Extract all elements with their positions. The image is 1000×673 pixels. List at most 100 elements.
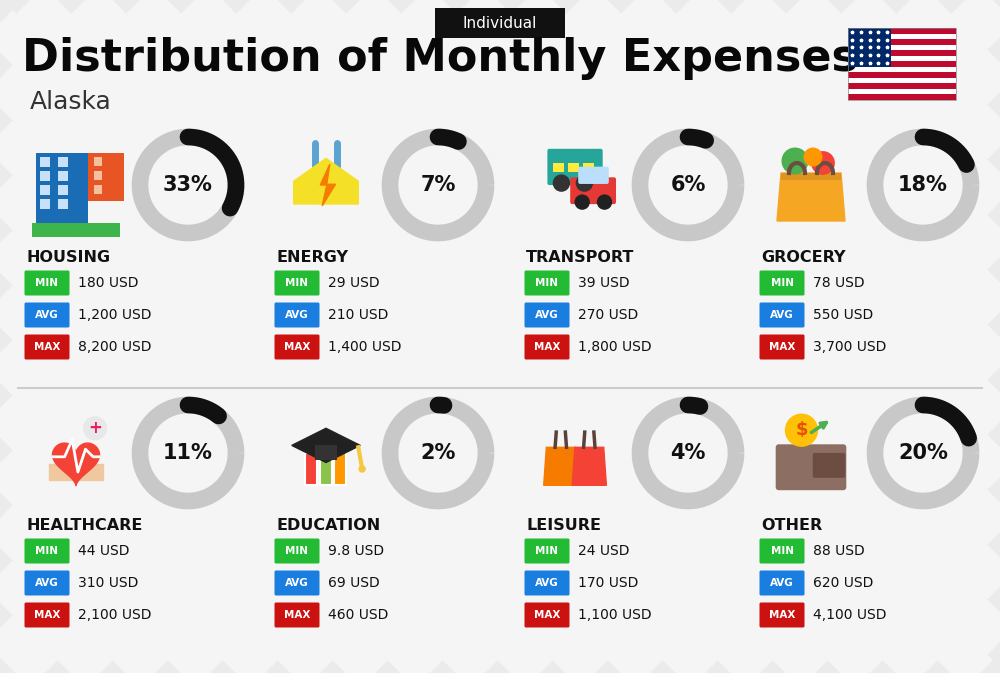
Text: 11%: 11% xyxy=(163,443,213,463)
FancyBboxPatch shape xyxy=(40,185,50,195)
Text: MIN: MIN xyxy=(536,546,558,556)
FancyBboxPatch shape xyxy=(274,271,320,295)
FancyBboxPatch shape xyxy=(524,271,570,295)
Text: 3,700 USD: 3,700 USD xyxy=(813,340,886,354)
FancyBboxPatch shape xyxy=(848,28,956,34)
FancyBboxPatch shape xyxy=(760,271,804,295)
Text: 9.8 USD: 9.8 USD xyxy=(328,544,384,558)
FancyBboxPatch shape xyxy=(36,153,88,225)
Polygon shape xyxy=(777,173,845,221)
FancyBboxPatch shape xyxy=(848,44,956,50)
FancyBboxPatch shape xyxy=(524,302,570,328)
Text: 20%: 20% xyxy=(898,443,948,463)
FancyBboxPatch shape xyxy=(58,157,68,167)
FancyBboxPatch shape xyxy=(583,163,594,172)
FancyBboxPatch shape xyxy=(40,171,50,181)
Circle shape xyxy=(359,466,365,472)
FancyBboxPatch shape xyxy=(40,199,50,209)
FancyBboxPatch shape xyxy=(848,34,956,39)
Text: 170 USD: 170 USD xyxy=(578,576,638,590)
Text: LEISURE: LEISURE xyxy=(526,518,601,533)
FancyBboxPatch shape xyxy=(58,185,68,195)
Text: 1,100 USD: 1,100 USD xyxy=(578,608,652,622)
Text: MIN: MIN xyxy=(36,278,58,288)
Text: 69 USD: 69 USD xyxy=(328,576,380,590)
Circle shape xyxy=(782,148,808,174)
FancyBboxPatch shape xyxy=(58,171,68,181)
Text: 180 USD: 180 USD xyxy=(78,276,138,290)
Circle shape xyxy=(598,195,612,209)
Polygon shape xyxy=(292,428,360,462)
Circle shape xyxy=(804,148,822,166)
Circle shape xyxy=(812,152,834,174)
Text: MIN: MIN xyxy=(286,546,308,556)
Text: 4,100 USD: 4,100 USD xyxy=(813,608,887,622)
Text: MAX: MAX xyxy=(769,342,795,352)
FancyBboxPatch shape xyxy=(40,157,50,167)
Circle shape xyxy=(84,417,106,439)
FancyBboxPatch shape xyxy=(848,56,956,61)
Text: $: $ xyxy=(795,421,808,439)
FancyBboxPatch shape xyxy=(524,571,570,596)
FancyBboxPatch shape xyxy=(274,602,320,627)
Text: 2%: 2% xyxy=(420,443,456,463)
Text: Distribution of Monthly Expenses: Distribution of Monthly Expenses xyxy=(22,36,858,79)
FancyBboxPatch shape xyxy=(578,167,609,184)
FancyBboxPatch shape xyxy=(760,334,804,359)
FancyBboxPatch shape xyxy=(305,453,317,485)
Text: 550 USD: 550 USD xyxy=(813,308,873,322)
FancyBboxPatch shape xyxy=(315,446,337,460)
FancyBboxPatch shape xyxy=(848,72,956,78)
FancyBboxPatch shape xyxy=(24,538,70,563)
FancyBboxPatch shape xyxy=(524,334,570,359)
FancyBboxPatch shape xyxy=(524,538,570,563)
Text: AVG: AVG xyxy=(285,578,309,588)
Text: AVG: AVG xyxy=(535,310,559,320)
FancyBboxPatch shape xyxy=(547,149,603,185)
Text: MAX: MAX xyxy=(769,610,795,620)
FancyBboxPatch shape xyxy=(94,157,102,166)
FancyBboxPatch shape xyxy=(58,199,68,209)
Text: 210 USD: 210 USD xyxy=(328,308,388,322)
FancyBboxPatch shape xyxy=(848,78,956,83)
Text: 39 USD: 39 USD xyxy=(578,276,630,290)
Text: 6%: 6% xyxy=(670,175,706,195)
FancyBboxPatch shape xyxy=(24,602,70,627)
Text: Individual: Individual xyxy=(463,15,537,30)
Text: 33%: 33% xyxy=(163,175,213,195)
FancyBboxPatch shape xyxy=(24,334,70,359)
Text: AVG: AVG xyxy=(535,578,559,588)
FancyBboxPatch shape xyxy=(524,602,570,627)
Text: HOUSING: HOUSING xyxy=(26,250,110,265)
FancyBboxPatch shape xyxy=(24,571,70,596)
FancyBboxPatch shape xyxy=(776,444,846,490)
Text: AVG: AVG xyxy=(770,578,794,588)
Text: 460 USD: 460 USD xyxy=(328,608,388,622)
Polygon shape xyxy=(49,464,103,480)
Text: HEALTHCARE: HEALTHCARE xyxy=(26,518,142,533)
Text: AVG: AVG xyxy=(35,310,59,320)
Polygon shape xyxy=(294,158,358,204)
Text: 24 USD: 24 USD xyxy=(578,544,630,558)
Text: MAX: MAX xyxy=(284,342,310,352)
Text: 78 USD: 78 USD xyxy=(813,276,865,290)
Text: AVG: AVG xyxy=(35,578,59,588)
Text: 8,200 USD: 8,200 USD xyxy=(78,340,152,354)
FancyBboxPatch shape xyxy=(36,225,72,233)
FancyBboxPatch shape xyxy=(274,571,320,596)
Text: 1,200 USD: 1,200 USD xyxy=(78,308,152,322)
FancyBboxPatch shape xyxy=(88,153,124,201)
Text: MIN: MIN xyxy=(286,278,308,288)
Text: MIN: MIN xyxy=(770,278,794,288)
Text: 44 USD: 44 USD xyxy=(78,544,130,558)
FancyBboxPatch shape xyxy=(760,571,804,596)
Text: ENERGY: ENERGY xyxy=(276,250,348,265)
FancyBboxPatch shape xyxy=(553,163,564,172)
Polygon shape xyxy=(320,164,336,206)
FancyBboxPatch shape xyxy=(760,302,804,328)
Text: +: + xyxy=(88,419,102,437)
Text: 88 USD: 88 USD xyxy=(813,544,865,558)
FancyBboxPatch shape xyxy=(320,453,332,485)
Text: MAX: MAX xyxy=(534,342,560,352)
Circle shape xyxy=(575,195,589,209)
